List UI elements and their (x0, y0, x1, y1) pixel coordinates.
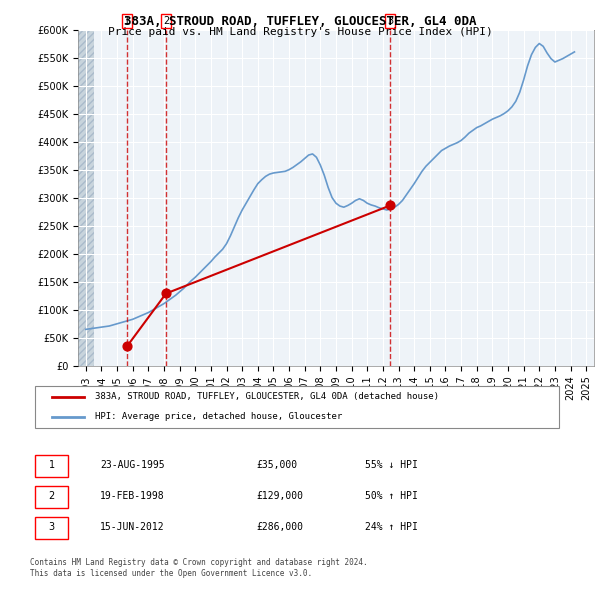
Text: 1: 1 (49, 460, 55, 470)
Text: 19-FEB-1998: 19-FEB-1998 (100, 491, 165, 501)
Text: £129,000: £129,000 (257, 491, 304, 501)
FancyBboxPatch shape (35, 454, 68, 477)
Text: HPI: Average price, detached house, Gloucester: HPI: Average price, detached house, Glou… (95, 412, 342, 421)
Text: 383A, STROUD ROAD, TUFFLEY, GLOUCESTER, GL4 0DA (detached house): 383A, STROUD ROAD, TUFFLEY, GLOUCESTER, … (95, 392, 439, 401)
Bar (78, 30, 94, 366)
Text: Price paid vs. HM Land Registry's House Price Index (HPI): Price paid vs. HM Land Registry's House … (107, 27, 493, 37)
Text: 2: 2 (49, 491, 55, 501)
Text: 1: 1 (124, 16, 130, 26)
Point (122, 342, 132, 351)
Text: 23-AUG-1995: 23-AUG-1995 (100, 460, 165, 470)
Text: 383A, STROUD ROAD, TUFFLEY, GLOUCESTER, GL4 0DA: 383A, STROUD ROAD, TUFFLEY, GLOUCESTER, … (124, 15, 476, 28)
Text: 24% ↑ HPI: 24% ↑ HPI (365, 522, 418, 532)
Text: 3: 3 (387, 16, 393, 26)
Text: £35,000: £35,000 (257, 460, 298, 470)
Text: 15-JUN-2012: 15-JUN-2012 (100, 522, 165, 532)
Text: 50% ↑ HPI: 50% ↑ HPI (365, 491, 418, 501)
FancyBboxPatch shape (35, 386, 559, 428)
FancyBboxPatch shape (35, 486, 68, 507)
Point (385, 201, 395, 210)
Text: 3: 3 (49, 522, 55, 532)
Text: Contains HM Land Registry data © Crown copyright and database right 2024.: Contains HM Land Registry data © Crown c… (30, 558, 368, 566)
Text: 55% ↓ HPI: 55% ↓ HPI (365, 460, 418, 470)
Point (161, 289, 171, 298)
FancyBboxPatch shape (35, 517, 68, 539)
Text: This data is licensed under the Open Government Licence v3.0.: This data is licensed under the Open Gov… (30, 569, 312, 578)
Text: 2: 2 (163, 16, 169, 26)
Text: £286,000: £286,000 (257, 522, 304, 532)
